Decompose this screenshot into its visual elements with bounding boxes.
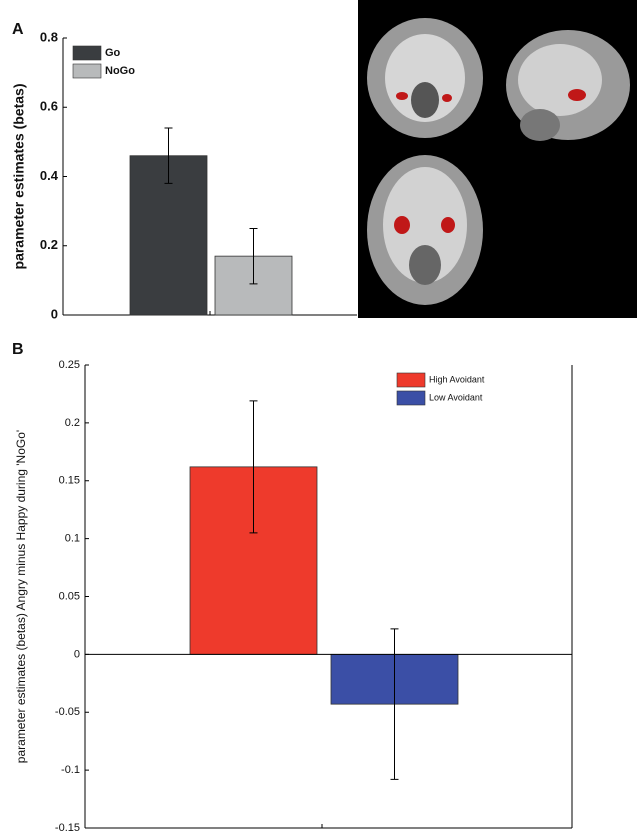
legend-label: NoGo [105,65,135,77]
y-tick-label: 0 [51,306,58,321]
y-axis-label: parameter estimates (betas) [11,84,27,270]
y-tick-label: 0.2 [65,417,80,429]
y-tick-label: 0.4 [40,168,59,183]
y-tick-label: -0.1 [61,764,80,776]
y-tick-label: 0.6 [40,99,58,114]
y-tick-label: 0.2 [40,237,58,252]
legend-swatch [72,63,102,79]
legend-label: Go [105,47,121,59]
panel-label: A [12,21,24,38]
error-bar [164,127,173,184]
error-bar [249,227,258,285]
y-tick-label: 0.15 [59,475,80,487]
error-bar [249,400,258,534]
legend-swatch [72,45,102,61]
legend-swatch [396,372,426,388]
y-tick-label: 0.05 [59,590,80,602]
y-tick-label: -0.15 [55,822,80,834]
legend-label: High Avoidant [429,374,485,384]
legend-label: Low Avoidant [429,392,483,402]
y-tick-label: 0.25 [59,359,80,371]
y-tick-label: 0.1 [65,533,80,545]
y-tick-label: -0.05 [55,706,80,718]
y-tick-label: 0.8 [40,29,58,44]
y-tick-label: 0 [74,648,80,660]
legend-swatch [396,390,426,406]
panel-label: B [12,341,24,358]
brain-image [358,0,637,318]
y-axis-label: parameter estimates (betas) Angry minus … [14,430,28,763]
